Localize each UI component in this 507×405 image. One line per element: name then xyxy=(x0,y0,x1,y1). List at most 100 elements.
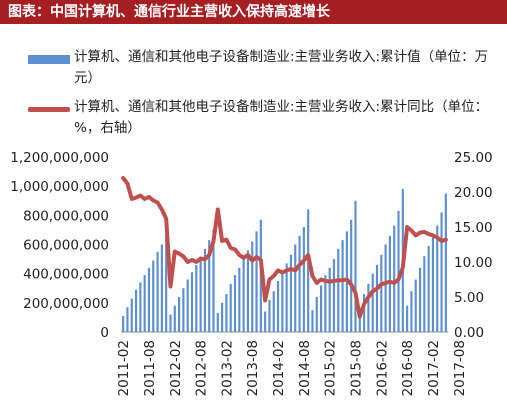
x-tick-label: 2012-08 xyxy=(194,340,210,396)
bar xyxy=(182,288,185,332)
bar xyxy=(436,225,439,332)
bar xyxy=(238,267,241,332)
x-tick-label: 2016-08 xyxy=(400,340,416,396)
x-tick-label: 2013-02 xyxy=(219,340,235,396)
x-tick-label: 2017-08 xyxy=(452,340,468,396)
bar xyxy=(410,291,413,332)
bar xyxy=(388,235,391,332)
bar xyxy=(246,250,249,332)
bar xyxy=(156,251,159,332)
bar xyxy=(337,248,340,333)
bar xyxy=(302,227,305,332)
bar xyxy=(165,235,168,332)
bar xyxy=(332,259,336,332)
bar xyxy=(195,264,198,332)
y-right-tick-label: 5.00 xyxy=(454,290,484,306)
x-tick-label: 2012-02 xyxy=(168,340,184,396)
bar xyxy=(328,267,331,332)
bar xyxy=(311,310,314,333)
bar xyxy=(294,244,297,332)
bar xyxy=(225,294,228,332)
y-left-tick-label: 1,000,000,000 xyxy=(10,179,109,195)
bar xyxy=(418,267,422,332)
bar xyxy=(186,279,189,332)
y-right-tick-label: 25.00 xyxy=(454,150,493,166)
y-left-tick-label: 800,000,000 xyxy=(23,208,109,224)
bar xyxy=(255,231,258,332)
x-tick-label: 2017-02 xyxy=(426,340,442,396)
y-left-tick-label: 0 xyxy=(100,325,109,341)
bar xyxy=(208,240,211,333)
bar xyxy=(147,267,151,332)
bar xyxy=(143,275,146,333)
bar xyxy=(242,259,245,332)
bar xyxy=(324,275,327,333)
bar xyxy=(363,294,366,332)
bar xyxy=(199,257,202,333)
bar xyxy=(203,248,206,333)
bar xyxy=(393,225,396,332)
bar xyxy=(152,260,155,332)
y-right-tick-label: 10.00 xyxy=(454,255,493,271)
bar xyxy=(431,235,435,332)
bar xyxy=(406,305,409,332)
x-tick-label: 2016-02 xyxy=(374,340,390,396)
legend-bar-swatch xyxy=(28,55,70,64)
x-tick-label: 2015-02 xyxy=(323,340,339,396)
y-right-tick-label: 15.00 xyxy=(454,220,493,236)
bar xyxy=(444,193,447,332)
bar xyxy=(380,254,383,332)
bar xyxy=(358,308,361,332)
chart-title: 图表：中国计算机、通信行业主营收入保持高速增长 xyxy=(0,0,507,24)
bar xyxy=(173,305,176,332)
y-left-tick-label: 1,200,000,000 xyxy=(10,150,109,166)
bar xyxy=(212,229,215,332)
bar xyxy=(229,283,232,333)
bar xyxy=(423,256,426,332)
x-tick-label: 2013-08 xyxy=(245,340,261,396)
bar xyxy=(276,280,280,332)
bar xyxy=(354,200,357,332)
bar xyxy=(307,209,310,332)
legend-line-label: 计算机、通信和其他电子设备制造业:主营业务收入:累计同比（单位：%，右轴） xyxy=(74,99,489,136)
y-left-tick-label: 400,000,000 xyxy=(23,267,109,283)
y-right-tick-label: 20.00 xyxy=(454,185,493,201)
bar xyxy=(298,235,301,332)
bar xyxy=(178,297,181,332)
bar xyxy=(427,245,430,332)
bar xyxy=(384,244,387,332)
bar xyxy=(371,273,374,332)
bar xyxy=(122,315,125,332)
bar xyxy=(341,240,344,333)
bar xyxy=(169,314,172,332)
bar xyxy=(139,282,142,332)
bar xyxy=(233,275,237,333)
bar xyxy=(285,263,288,332)
series-line xyxy=(121,176,448,319)
bar xyxy=(216,313,219,332)
bar xyxy=(130,298,133,332)
bar xyxy=(414,279,417,332)
bar xyxy=(251,241,254,332)
bar xyxy=(289,254,293,332)
bar xyxy=(268,299,271,332)
bar xyxy=(315,297,318,332)
x-tick-label: 2014-02 xyxy=(271,340,287,396)
bar xyxy=(160,244,163,332)
bar xyxy=(440,212,443,332)
bar xyxy=(134,289,138,332)
bar xyxy=(221,302,224,332)
x-tick-label: 2015-08 xyxy=(348,340,364,396)
bar xyxy=(320,285,323,332)
bar xyxy=(367,283,370,333)
y-left-tick-label: 200,000,000 xyxy=(23,296,109,312)
bar xyxy=(126,307,129,332)
bar xyxy=(350,219,353,332)
x-tick-label: 2011-08 xyxy=(142,340,158,396)
bar xyxy=(264,311,267,332)
bar xyxy=(190,272,194,332)
x-tick-label: 2014-08 xyxy=(297,340,313,396)
x-tick-label: 2011-02 xyxy=(116,340,132,396)
y-left-tick-label: 600,000,000 xyxy=(23,238,109,254)
